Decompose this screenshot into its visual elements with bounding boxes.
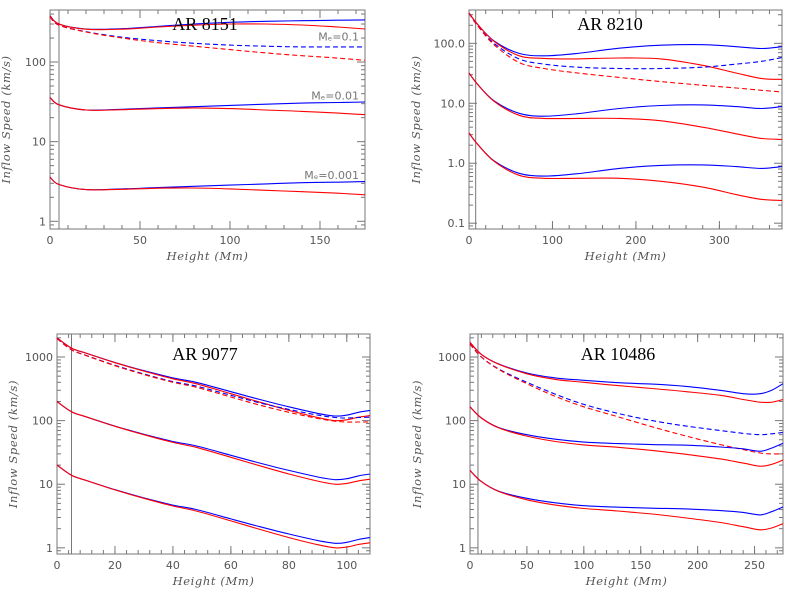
series-line-7 [469,470,784,516]
series-line-4 [469,343,784,455]
series-line-4 [468,12,783,93]
series-line-8 [56,464,371,549]
panel-title: AR 8151 [172,14,238,34]
x-tick-label: 300 [709,234,730,247]
y-tick-label: 100.0 [434,37,466,50]
x-tick-label: 100 [573,559,594,572]
plot-frame [468,9,783,230]
x-axis-label: Height (Mm) [585,574,668,588]
y-tick-label: 1 [459,542,466,555]
y-axis-label: Inflow Speed (km/s) [6,380,20,509]
chart-panel-1: 0 50 100 150 1 10 100 Mₑ=0.1 Mₑ=0.01 Mₑ=0.001 AR 8… [0,9,366,263]
series-line-7 [56,464,371,544]
series-line-7 [468,132,783,177]
series-line-4 [56,338,370,423]
y-axis-label: Inflow Speed (km/s) [410,380,424,509]
series-line-8 [469,470,784,531]
y-tick-label: 1 [46,542,53,555]
plot-frame [49,9,366,230]
chart-panel-4: 0 50 100 150 200 250 1 10 100 1000 AR 10486 Height … [410,333,784,588]
y-axis-label: Inflow Speed (km/s) [409,55,423,184]
panel-title: AR 9077 [172,344,238,364]
plot-frame [469,333,784,555]
x-tick-label: 20 [108,559,122,572]
x-tick-label: 0 [467,559,474,572]
x-tick-label: 150 [310,234,331,247]
series-line-6 [56,401,371,485]
y-tick-label: 0.1 [448,217,466,230]
y-tick-label: 1000 [25,351,53,364]
x-axis-label: Height (Mm) [172,574,255,588]
y-tick-label: 10 [32,136,46,149]
series-line-6 [468,72,783,140]
series-line-3 [49,16,365,48]
x-tick-label: 100 [220,234,241,247]
x-tick-label: 50 [520,559,534,572]
y-tick-label: 10.0 [441,97,466,110]
panel-title: AR 10486 [581,344,656,364]
x-tick-label: 60 [224,559,238,572]
chart-panel-2: 0 100 200 300 0.1 1.0 10.0 100.0 AR 8210 Height (… [409,9,783,263]
series-line-6 [49,96,366,116]
x-tick-label: 100 [336,559,357,572]
series-line-5 [469,406,784,452]
x-tick-label: 250 [744,559,765,572]
x-tick-label: 100 [542,234,563,247]
series-line-5 [468,72,783,117]
series-line-6 [469,406,784,467]
x-tick-label: 200 [687,559,708,572]
x-axis-label: Height (Mm) [584,249,667,263]
x-tick-label: 0 [466,234,473,247]
series-line-2 [56,337,371,422]
y-tick-label: 1 [39,215,46,228]
x-tick-label: 200 [625,234,646,247]
curve-annotation: Mₑ=0.01 [311,89,359,102]
x-tick-label: 50 [133,234,147,247]
series-line-2 [469,342,784,404]
x-tick-label: 80 [282,559,296,572]
series-line-2 [468,12,783,80]
curve-annotation: Mₑ=0.1 [318,31,359,44]
y-tick-label: 10 [452,478,466,491]
series-line-3 [468,12,783,70]
y-tick-label: 10 [39,478,53,491]
series-line-5 [56,401,371,481]
x-tick-label: 0 [54,559,61,572]
series-line-4 [49,16,366,61]
y-tick-label: 1000 [438,351,466,364]
series-line-2 [49,15,366,31]
x-tick-label: 40 [166,559,180,572]
series-line-8 [468,132,783,201]
curve-annotation: Mₑ=0.001 [304,169,359,182]
x-tick-label: 150 [630,559,651,572]
y-tick-label: 1.0 [448,157,466,170]
x-tick-label: 0 [47,234,54,247]
panel-title: AR 8210 [577,14,643,34]
plot-frame [56,333,371,555]
y-tick-label: 100 [32,415,53,428]
y-tick-label: 100 [445,415,466,428]
x-axis-label: Height (Mm) [166,249,249,263]
series-line-8 [49,176,366,196]
y-axis-label: Inflow Speed (km/s) [0,55,13,184]
y-tick-label: 100 [25,56,46,69]
chart-panel-3: 0 20 40 60 80 100 1 10 100 1000 AR 9077 Height (Mm)… [6,333,371,588]
